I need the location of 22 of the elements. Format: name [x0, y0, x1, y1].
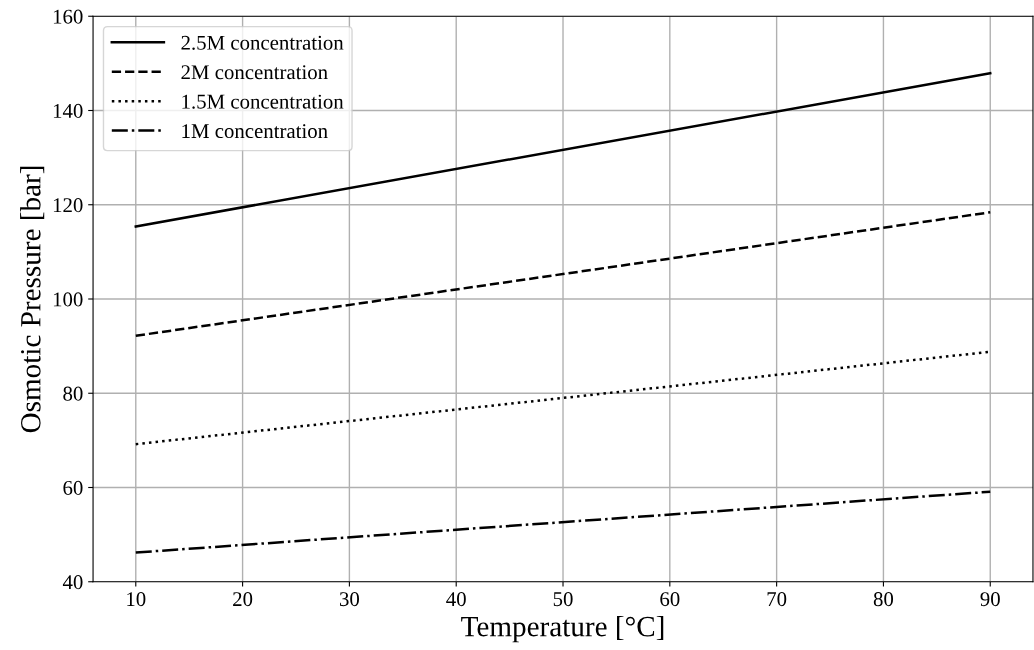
- x-tick-label: 30: [339, 592, 360, 607]
- x-tick-label: 40: [446, 592, 466, 607]
- y-tick-label: 40: [62, 575, 83, 590]
- x-tick-label: 80: [873, 592, 894, 607]
- legend-label: 1M concentration: [182, 124, 328, 139]
- y-tick-label: 80: [63, 386, 83, 401]
- y-tick-label: 120: [53, 198, 83, 213]
- x-tick-label: 10: [127, 592, 146, 607]
- x-tick-label: 90: [980, 592, 1000, 607]
- x-tick-label: 60: [660, 592, 680, 607]
- x-tick-label: 20: [233, 592, 253, 607]
- x-tick-label: 70: [767, 592, 787, 607]
- legend-label: 2M concentration: [181, 65, 328, 80]
- legend-label: 1.5M concentration: [182, 94, 344, 109]
- y-tick-label: 60: [63, 480, 83, 495]
- y-tick-label: 100: [53, 292, 83, 307]
- x-axis-title: Temperature [°C]: [461, 615, 664, 643]
- y-tick-label: 160: [53, 9, 83, 24]
- legend-label: 2.5M concentration: [181, 35, 344, 50]
- x-tick-label: 50: [553, 592, 573, 607]
- y-tick-label: 140: [53, 103, 83, 118]
- y-axis-title: Osmotic Pressure [bar]: [20, 166, 45, 433]
